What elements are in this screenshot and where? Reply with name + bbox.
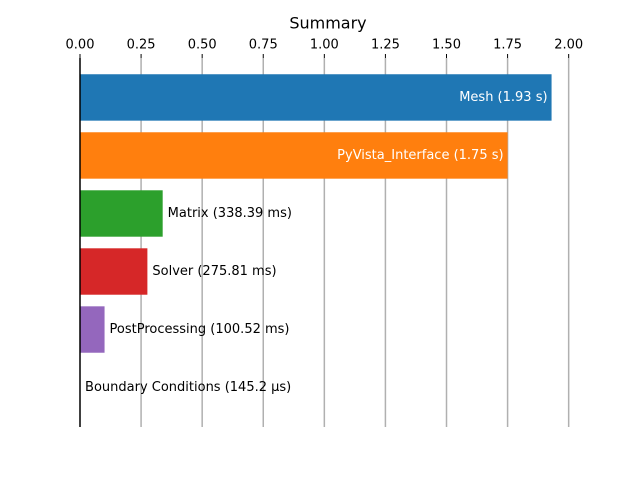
bar <box>80 248 148 295</box>
data-label: Solver (275.81 ms) <box>152 264 276 279</box>
data-label: PyVista_Interface (1.75 s) <box>337 148 503 163</box>
bar <box>80 190 163 237</box>
data-label: Boundary Conditions (145.2 µs) <box>85 380 291 395</box>
x-tick-label: 0.50 <box>188 38 217 53</box>
bar <box>80 306 105 353</box>
bar <box>80 132 508 179</box>
chart-title: Summary <box>289 14 366 33</box>
data-label: Matrix (338.39 ms) <box>168 206 292 221</box>
x-tick-label: 0.75 <box>249 38 278 53</box>
x-tick-label: 1.25 <box>371 38 400 53</box>
bar <box>80 74 552 121</box>
data-label: Mesh (1.93 s) <box>459 90 547 105</box>
x-tick-label: 1.75 <box>493 38 522 53</box>
data-label: PostProcessing (100.52 ms) <box>110 322 290 337</box>
x-tick-label: 2.00 <box>554 38 583 53</box>
x-tick-label: 0.25 <box>127 38 156 53</box>
x-tick-label: 1.00 <box>310 38 339 53</box>
x-tick-label: 1.50 <box>432 38 461 53</box>
x-tick-label: 0.00 <box>66 38 95 53</box>
